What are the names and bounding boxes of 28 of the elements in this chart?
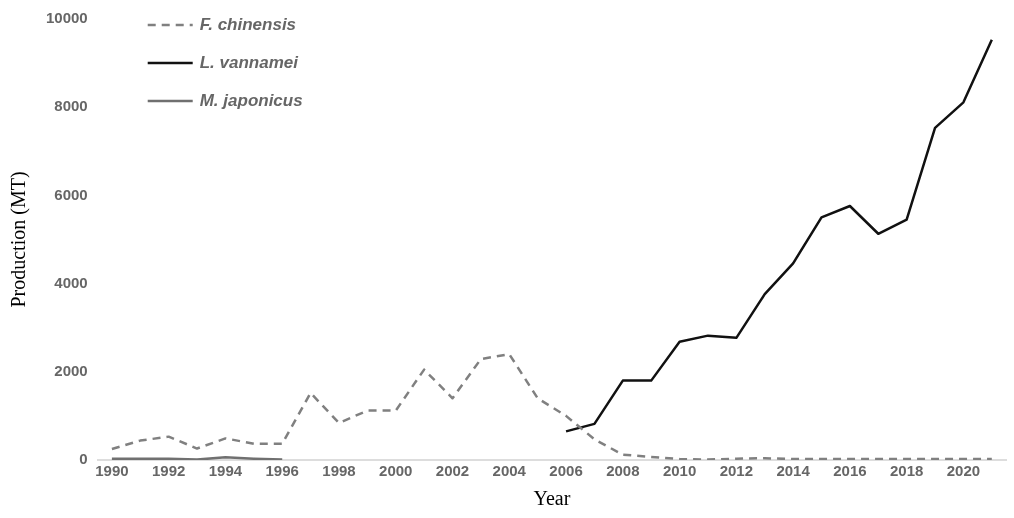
x-tick-label: 2014 — [776, 462, 811, 480]
y-tick-label: 2000 — [54, 361, 88, 379]
x-tick-label: 2012 — [719, 462, 754, 480]
x-tick-label: 2020 — [946, 462, 981, 480]
x-tick-label: 2004 — [492, 462, 527, 480]
x-tick-label: 2018 — [889, 462, 924, 480]
x-tick-label: 2006 — [549, 462, 583, 480]
x-tick-label: 2016 — [833, 462, 867, 480]
legend-label: F. chinensis — [199, 14, 297, 34]
x-tick-label: 1994 — [208, 462, 243, 480]
x-tick-label: 2000 — [379, 462, 413, 480]
y-tick-label: 10000 — [45, 9, 88, 27]
x-tick-label: 2008 — [606, 462, 640, 480]
legend-label: L. vannamei — [199, 52, 300, 72]
legend-label: M. japonicus — [199, 90, 303, 110]
y-axis-title: Production (MT) — [7, 171, 31, 308]
y-tick-label: 6000 — [54, 185, 88, 203]
x-tick-label: 2010 — [662, 462, 697, 480]
y-tick-label: 0 — [79, 450, 88, 468]
x-tick-label: 1990 — [95, 462, 129, 480]
y-tick-label: 4000 — [54, 273, 88, 291]
x-axis-title: Year — [533, 487, 571, 510]
y-tick-label: 8000 — [54, 97, 88, 115]
x-tick-label: 2002 — [435, 462, 470, 480]
x-tick-label: 1992 — [151, 462, 186, 480]
line-series — [110, 352, 994, 460]
x-tick-label: 1998 — [322, 462, 356, 480]
x-tick-label: 1996 — [265, 462, 299, 480]
